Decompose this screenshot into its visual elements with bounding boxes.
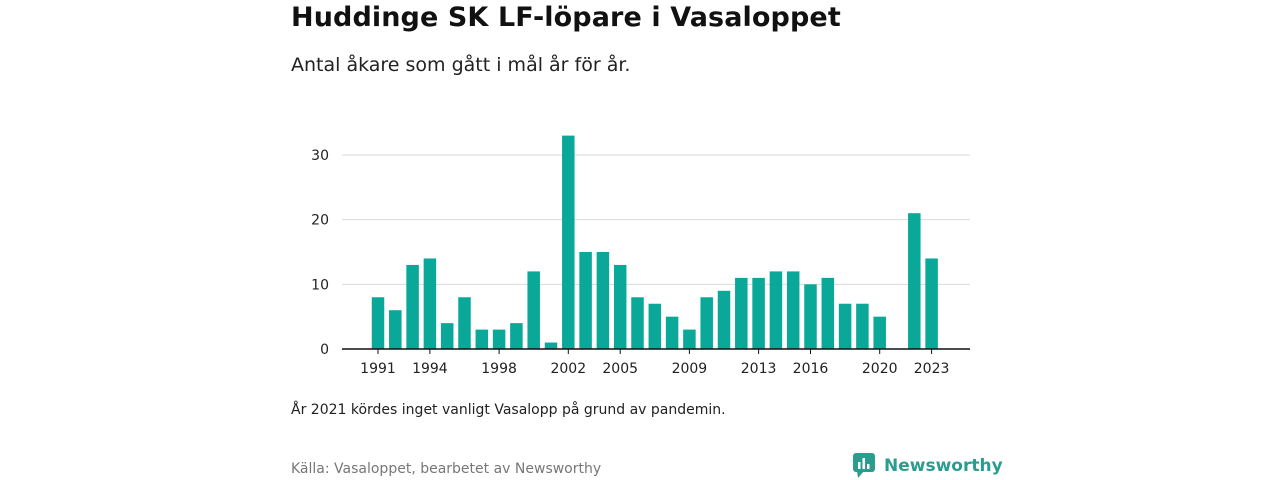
bar — [908, 213, 921, 349]
bar — [856, 303, 869, 349]
bar — [804, 284, 817, 349]
footnote: År 2021 kördes inget vanligt Vasalopp på… — [291, 402, 726, 418]
y-tick-label: 20 — [311, 213, 329, 229]
bar — [838, 303, 852, 349]
bar — [406, 264, 419, 349]
bar — [596, 252, 610, 349]
x-tick-label: 2013 — [741, 361, 777, 377]
bar — [562, 135, 575, 349]
bar — [769, 271, 783, 349]
newsworthy-logo-icon — [853, 453, 875, 478]
x-tick-label: 2005 — [602, 361, 638, 377]
bar — [492, 329, 506, 349]
x-tick-label: 1998 — [481, 361, 517, 377]
bar — [752, 277, 765, 349]
bar — [613, 264, 627, 349]
x-tick-label: 2023 — [914, 361, 950, 377]
bar — [717, 290, 731, 349]
bar — [423, 258, 437, 349]
bar — [786, 271, 800, 349]
bars — [371, 135, 938, 349]
bar — [475, 329, 489, 349]
source-credit: Källa: Vasaloppet, bearbetet av Newswort… — [291, 461, 602, 477]
bar — [735, 277, 748, 349]
bar — [389, 310, 402, 349]
bar — [458, 297, 471, 349]
bar — [873, 316, 886, 349]
bar — [371, 297, 385, 349]
bar — [527, 271, 540, 349]
bar — [648, 303, 662, 349]
bar — [631, 297, 644, 349]
x-tick-label: 2002 — [550, 361, 586, 377]
chart-title: Huddinge SK LF-löpare i Vasaloppet — [291, 2, 841, 33]
x-tick-label: 2020 — [862, 361, 898, 377]
bar — [665, 316, 679, 349]
bar — [821, 277, 835, 349]
x-tick-label: 2016 — [793, 361, 829, 377]
logo-text: Newsworthy — [884, 456, 1003, 476]
x-tick-label: 1994 — [412, 361, 448, 377]
y-tick-label: 30 — [311, 148, 329, 164]
bar — [440, 323, 454, 349]
bar — [579, 252, 592, 349]
axes: 0 10 20 30 1991 1994 1998 2002 2005 2009 2013 2016 2… — [311, 148, 970, 377]
x-tick-label: 1991 — [360, 361, 396, 377]
chart-subtitle: Antal åkare som gått i mål år för år. — [291, 54, 631, 76]
bar — [700, 297, 713, 349]
bar — [925, 258, 938, 349]
grid-lines — [342, 154, 970, 285]
bar — [544, 342, 558, 349]
y-tick-label: 0 — [320, 342, 329, 358]
y-tick-label: 10 — [311, 277, 329, 293]
bar — [683, 329, 696, 349]
newsworthy-logo: Newsworthy — [853, 453, 1003, 479]
bar — [510, 323, 523, 349]
x-tick-label: 2009 — [672, 361, 708, 377]
